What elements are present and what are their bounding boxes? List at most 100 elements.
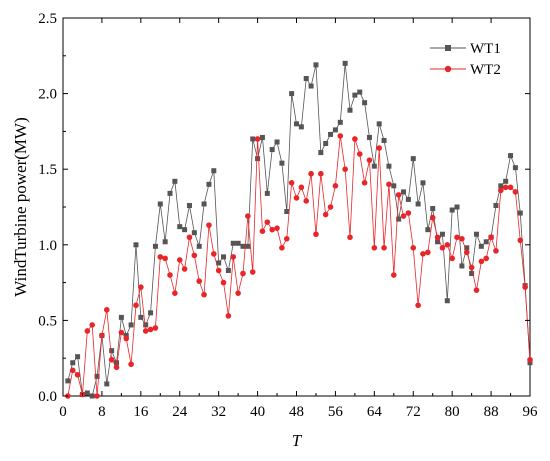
wt2-point	[468, 264, 475, 271]
wt2-point	[245, 213, 251, 219]
wt2-point	[327, 204, 334, 210]
wt2-point	[463, 249, 470, 256]
wt1-point	[114, 360, 120, 366]
wt1-point	[381, 137, 387, 143]
wt2-point	[454, 234, 460, 241]
wt1-point	[196, 243, 202, 249]
wt2-point	[356, 151, 363, 157]
wt1-point	[342, 60, 348, 66]
wt1-point	[240, 243, 246, 249]
wt1-point	[298, 124, 304, 130]
wt1-point	[143, 322, 149, 328]
x-tick-label: 56	[328, 404, 344, 420]
legend-wt1-label: WT1	[470, 41, 501, 57]
wt2-point	[332, 183, 339, 189]
x-tick-label: 48	[289, 404, 304, 420]
wt1-point	[230, 240, 236, 246]
wt2-point	[283, 235, 290, 242]
wt2-point	[94, 393, 100, 399]
wt1-point	[201, 201, 207, 207]
wt1-point	[425, 227, 431, 233]
wt1-point	[255, 156, 261, 162]
wt2-point	[279, 245, 285, 251]
wt1-point	[332, 127, 338, 133]
wt2-point	[225, 313, 232, 319]
x-tick-label: 72	[406, 404, 421, 420]
wt2-point	[249, 269, 256, 275]
wt1-point	[352, 92, 358, 98]
x-tick-label: 88	[484, 404, 499, 420]
wt2-point	[493, 248, 499, 254]
wt2-point	[288, 180, 295, 186]
wt2-point	[167, 272, 173, 278]
x-tick-label: 16	[133, 404, 149, 420]
wt2-point	[133, 302, 139, 309]
wt1-point	[182, 227, 188, 233]
wt2-point	[152, 325, 159, 331]
wt2-point	[142, 328, 149, 334]
wt2-point	[352, 136, 358, 142]
x-axis-title: T	[292, 431, 303, 450]
wt2-point	[527, 356, 533, 363]
wt1-point	[65, 378, 71, 384]
wt2-point	[361, 180, 368, 186]
wt2-point	[128, 361, 134, 368]
x-tick-label: 96	[523, 404, 539, 420]
wt1-point	[167, 190, 173, 196]
wt2-point	[176, 257, 183, 263]
wt1-point	[133, 242, 139, 248]
wt2-point	[420, 251, 426, 257]
wt1-point	[148, 310, 154, 316]
wt2-point	[439, 245, 446, 251]
wt2-point	[84, 328, 91, 334]
wt2-point	[293, 195, 300, 201]
wt2-point	[337, 133, 344, 139]
wt1-point	[469, 271, 475, 277]
wt2-point	[274, 225, 280, 231]
axes-layer: 0 8 16 24 32 40 48 56 64 72 80 88 96 0.0 0.5 1.0 1.5 2.0 2…	[38, 11, 538, 420]
wt1-point	[94, 373, 100, 379]
wt1-point	[75, 354, 81, 360]
wt2-point	[162, 255, 168, 262]
wt2-point	[220, 279, 227, 286]
wt1-point	[391, 183, 397, 189]
wt2-point	[415, 302, 421, 309]
x-tick-label: 24	[172, 404, 188, 420]
x-tick-label: 0	[59, 404, 67, 420]
wt1-point	[216, 260, 222, 266]
wt1-point	[415, 201, 421, 207]
wt2-point	[99, 332, 105, 339]
wt1-point	[235, 240, 241, 246]
wt2-point	[123, 335, 130, 342]
wt2-point	[138, 284, 144, 290]
wt1-point	[420, 180, 426, 186]
wt1-point	[347, 107, 353, 113]
wt2-point	[342, 166, 348, 172]
wt2-point	[113, 364, 120, 371]
wt1-point	[318, 150, 324, 156]
wt2-point	[201, 291, 207, 298]
wt1-point	[371, 163, 377, 169]
y-tick-label: 2.0	[38, 87, 57, 103]
wt1-point	[157, 201, 163, 207]
wt1-point	[478, 243, 484, 249]
wt2-point	[259, 228, 266, 234]
y-tick-label: 0.5	[38, 313, 57, 329]
wt1-point	[503, 178, 509, 184]
wt1-point	[172, 178, 178, 184]
wt1-point	[464, 245, 470, 251]
wt2-point	[507, 184, 514, 191]
wt1-point	[123, 333, 129, 339]
legend-wt2-marker	[444, 65, 452, 73]
wt2-point	[371, 245, 378, 251]
wt1-point	[274, 139, 280, 145]
wt2-point	[196, 278, 203, 284]
wt1-point	[269, 147, 275, 153]
wt2-point	[298, 184, 305, 191]
x-tick-label: 80	[445, 404, 460, 420]
wt1-point	[337, 119, 343, 125]
wt2-point	[318, 170, 324, 177]
y-axis-title: WindTurbine power(MW)	[11, 117, 30, 297]
wt2-point	[108, 356, 115, 363]
